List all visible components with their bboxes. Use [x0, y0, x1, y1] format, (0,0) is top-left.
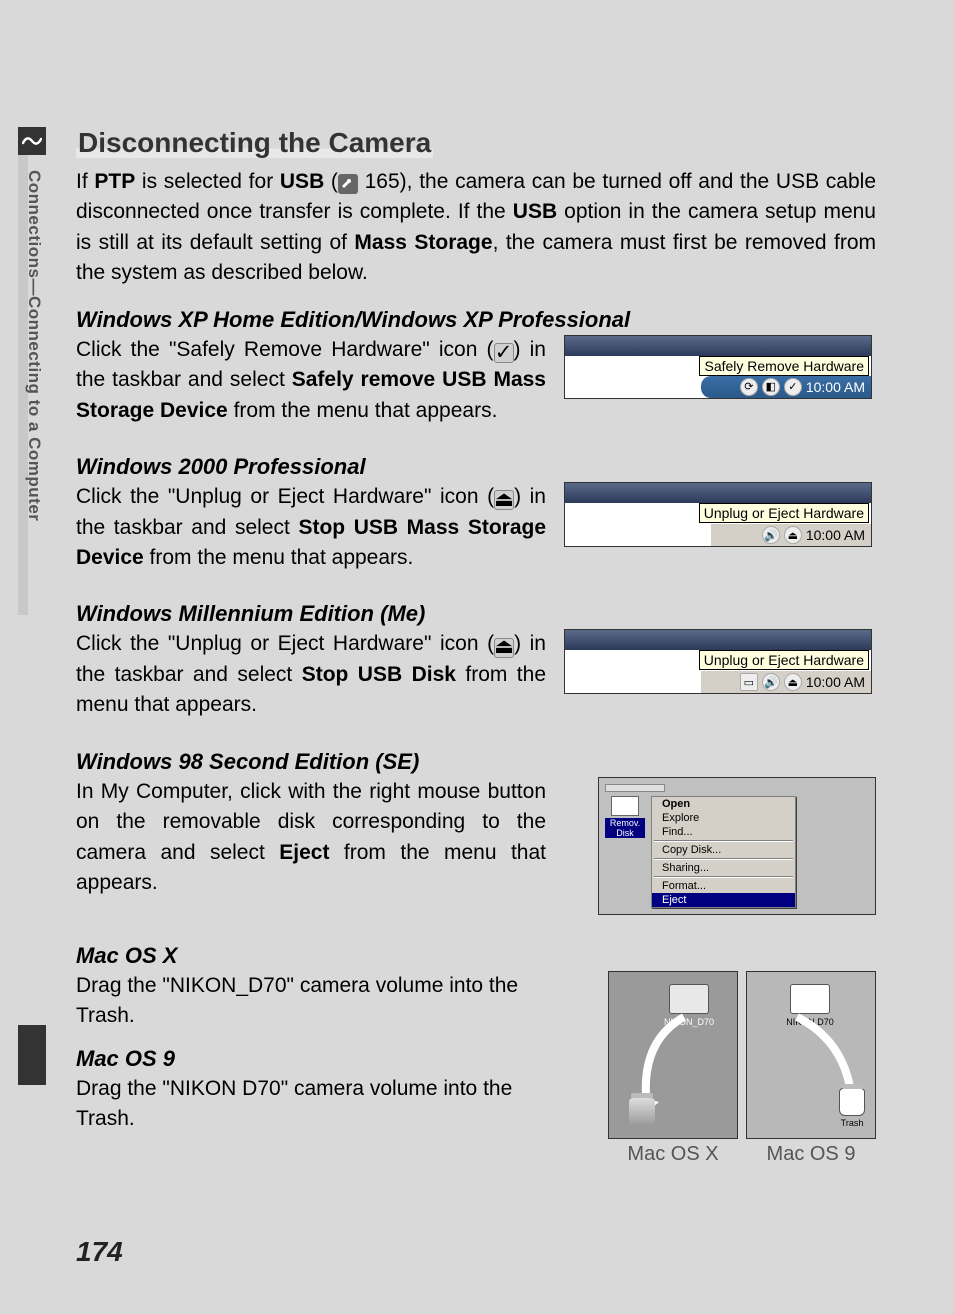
tray-icon-1: ⟳ [740, 378, 758, 396]
mass-storage-label: Mass Storage [354, 231, 492, 254]
win2000-tray: 🔊 ⏏ 10:00 AM [711, 523, 871, 546]
side-label: Connections—Connecting to a Computer [24, 170, 44, 521]
wave-icon [22, 131, 42, 151]
side-strip-dark [18, 1025, 46, 1085]
macx-caption: Mac OS X [608, 1143, 738, 1166]
win98-figure: Remov. Disk Open Explore Find... Copy Di… [598, 777, 876, 915]
menu-format[interactable]: Format... [652, 879, 795, 893]
winme-text: Click the "Unplug or Eject Hardware" ico… [76, 629, 546, 720]
mac9-trash-icon: Trash [837, 1088, 867, 1128]
winxp-heading: Windows XP Home Edition/Windows XP Profe… [76, 307, 876, 333]
winxp-text: Click the "Safely Remove Hardware" icon … [76, 335, 546, 426]
mac-row: Drag the "NIKON_D70" camera volume into … [76, 971, 876, 1166]
unplug-icon: ⏏ [494, 490, 514, 510]
winxp-tooltip: Safely Remove Hardware [699, 356, 869, 376]
winme-tray: ▭ 🔊 ⏏ 10:00 AM [701, 670, 871, 693]
section-icon [18, 127, 46, 155]
menu-sep-2 [654, 858, 793, 860]
win2000-row: Click the "Unplug or Eject Hardware" ico… [76, 482, 876, 583]
win98-text: In My Computer, click with the right mou… [76, 777, 546, 899]
safely-remove-icon: ✓ [494, 343, 514, 363]
win2000-tooltip: Unplug or Eject Hardware [699, 503, 869, 523]
menu-sep-3 [654, 876, 793, 878]
usb-label-2: USB [513, 200, 557, 223]
wrench-icon [338, 174, 358, 194]
mac-captions: Mac OS X Mac OS 9 [608, 1143, 876, 1166]
menu-copy[interactable]: Copy Disk... [652, 843, 795, 857]
menu-eject[interactable]: Eject [652, 893, 795, 907]
menu-find[interactable]: Find... [652, 825, 795, 839]
intro-b: is selected for [135, 170, 280, 193]
context-menu: Open Explore Find... Copy Disk... Sharin… [651, 796, 796, 908]
macx-text: Drag the "NIKON_D70" camera volume into … [76, 971, 546, 1032]
win2000-menubar [565, 483, 871, 503]
win2000-heading: Windows 2000 Professional [76, 454, 876, 480]
mac9-text: Drag the "NIKON D70" camera volume into … [76, 1074, 546, 1135]
win98-toolbar [605, 784, 665, 792]
removable-disk-icon: Remov. Disk [605, 796, 645, 908]
win2000-figure: Unplug or Eject Hardware 🔊 ⏏ 10:00 AM [564, 482, 872, 547]
intro-a: If [76, 170, 94, 193]
content-area: Disconnecting the Camera If PTP is selec… [76, 127, 876, 1172]
tray-icon-2: ◧ [762, 378, 780, 396]
win98-row: In My Computer, click with the right mou… [76, 777, 876, 915]
tray-monitor-icon: ▭ [740, 673, 758, 691]
winxp-time: 10:00 AM [806, 379, 865, 395]
winme-row: Click the "Unplug or Eject Hardware" ico… [76, 629, 876, 730]
winme-menubar [565, 630, 871, 650]
menu-explore[interactable]: Explore [652, 811, 795, 825]
winxp-menubar [565, 336, 871, 356]
macx-figure: NIKON_D70 [608, 971, 738, 1139]
usb-label-1: USB [280, 170, 324, 193]
winxp-tray: ⟳ ◧ ✓ 10:00 AM [701, 376, 871, 398]
tray-eject-icon-me: ⏏ [784, 673, 802, 691]
mac9-caption: Mac OS 9 [746, 1143, 876, 1166]
manual-page: Connections—Connecting to a Computer Dis… [0, 0, 954, 1314]
macx-trash-icon [627, 1098, 657, 1128]
tray-vol-icon-me: 🔊 [762, 673, 780, 691]
win2000-time: 10:00 AM [806, 527, 865, 543]
tray-icon-3: ✓ [784, 378, 802, 396]
mac9-figure: NIKON D70 Trash [746, 971, 876, 1139]
tray-eject-icon: ⏏ [784, 526, 802, 544]
section-title: Disconnecting the Camera [76, 127, 433, 158]
winme-figure: Unplug or Eject Hardware ▭ 🔊 ⏏ 10:00 AM [564, 629, 872, 694]
winme-time: 10:00 AM [806, 674, 865, 690]
unplug-icon-me: ⏏ [494, 638, 514, 658]
menu-sep-1 [654, 840, 793, 842]
winme-heading: Windows Millennium Edition (Me) [76, 601, 876, 627]
mac-figures: NIKON_D70 NIKON D70 [608, 971, 876, 1139]
win2000-text: Click the "Unplug or Eject Hardware" ico… [76, 482, 546, 573]
tray-vol-icon: 🔊 [762, 526, 780, 544]
mac9-heading: Mac OS 9 [76, 1046, 546, 1072]
ptp-label: PTP [94, 170, 135, 193]
intro-paragraph: If PTP is selected for USB ( 165), the c… [76, 167, 876, 289]
menu-open[interactable]: Open [652, 797, 795, 811]
winme-tooltip: Unplug or Eject Hardware [699, 650, 869, 670]
winxp-row: Click the "Safely Remove Hardware" icon … [76, 335, 876, 436]
macx-heading: Mac OS X [76, 943, 876, 969]
menu-sharing[interactable]: Sharing... [652, 861, 795, 875]
page-number: 174 [76, 1236, 123, 1268]
win98-heading: Windows 98 Second Edition (SE) [76, 749, 876, 775]
winxp-figure: Safely Remove Hardware ⟳ ◧ ✓ 10:00 AM [564, 335, 872, 399]
